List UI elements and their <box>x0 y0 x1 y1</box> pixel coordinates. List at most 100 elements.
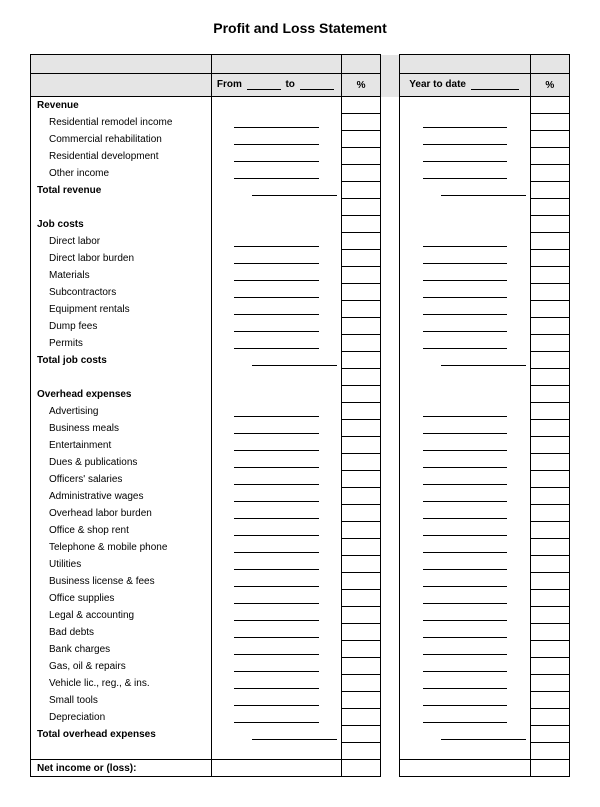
table-row: Business license & fees <box>31 573 570 590</box>
line-item-label: Materials <box>35 270 90 281</box>
table-row: Direct labor burden <box>31 250 570 267</box>
header-period2: Year to date <box>400 74 530 97</box>
amount-blank <box>234 117 319 128</box>
amount-blank <box>234 678 319 689</box>
amount-blank <box>423 151 508 162</box>
amount-blank <box>234 661 319 672</box>
amount-blank <box>423 236 508 247</box>
amount-blank <box>423 559 508 570</box>
amount-blank <box>234 440 319 451</box>
table-row: Advertising <box>31 403 570 420</box>
table-row: Small tools <box>31 692 570 709</box>
amount-blank <box>423 440 508 451</box>
total-blank <box>252 185 337 196</box>
line-item-label: Permits <box>35 338 83 349</box>
amount-blank <box>423 661 508 672</box>
amount-blank <box>234 168 319 179</box>
table-row: Residential development <box>31 148 570 165</box>
amount-blank <box>234 457 319 468</box>
amount-blank <box>234 236 319 247</box>
table-row <box>31 743 570 760</box>
amount-blank <box>423 508 508 519</box>
line-item-label: Telephone & mobile phone <box>35 542 167 553</box>
amount-blank <box>423 593 508 604</box>
amount-blank <box>423 525 508 536</box>
line-item-label: Residential remodel income <box>35 117 172 128</box>
line-item-label: Office supplies <box>35 593 114 604</box>
table-row: Net income or (loss): <box>31 760 570 777</box>
line-item-label: Direct labor <box>35 236 100 247</box>
table-row: Office & shop rent <box>31 522 570 539</box>
page-title: Profit and Loss Statement <box>30 20 570 36</box>
amount-blank <box>234 474 319 485</box>
line-item-label: Officers' salaries <box>35 474 122 485</box>
table-row: Overhead expenses <box>31 386 570 403</box>
amount-blank <box>423 491 508 502</box>
line-item-label: Entertainment <box>35 440 111 451</box>
amount-blank <box>234 423 319 434</box>
header-blank-row <box>31 55 570 74</box>
total-blank <box>441 729 526 740</box>
table-row <box>31 199 570 216</box>
line-item-label: Legal & accounting <box>35 610 134 621</box>
line-item-label: Residential development <box>35 151 159 162</box>
table-row: Entertainment <box>31 437 570 454</box>
table-row: Total revenue <box>31 182 570 199</box>
line-item-label: Dump fees <box>35 321 97 332</box>
amount-blank <box>423 253 508 264</box>
table-row: Depreciation <box>31 709 570 726</box>
amount-blank <box>234 644 319 655</box>
amount-blank <box>423 678 508 689</box>
table-row <box>31 369 570 386</box>
table-row: Other income <box>31 165 570 182</box>
header-pct2: % <box>530 74 569 97</box>
section-header: Overhead expenses <box>35 389 132 400</box>
table-row: Utilities <box>31 556 570 573</box>
amount-blank <box>423 627 508 638</box>
amount-blank <box>423 610 508 621</box>
line-item-label: Direct labor burden <box>35 253 134 264</box>
amount-blank <box>234 559 319 570</box>
amount-blank <box>234 508 319 519</box>
table-row: Bank charges <box>31 641 570 658</box>
amount-blank <box>234 406 319 417</box>
ytd-label: Year to date <box>409 80 466 91</box>
header-period1: From to <box>211 74 341 97</box>
table-row: Commercial rehabilitation <box>31 131 570 148</box>
table-row: Total job costs <box>31 352 570 369</box>
total-blank <box>441 185 526 196</box>
line-item-label: Commercial rehabilitation <box>35 134 162 145</box>
table-row: Dues & publications <box>31 454 570 471</box>
table-row: Direct labor <box>31 233 570 250</box>
line-item-label: Gas, oil & repairs <box>35 661 126 672</box>
amount-blank <box>423 712 508 723</box>
total-label: Total job costs <box>35 355 107 366</box>
line-item-label: Subcontractors <box>35 287 116 298</box>
table-row: Gas, oil & repairs <box>31 658 570 675</box>
amount-blank <box>423 287 508 298</box>
table-row: Dump fees <box>31 318 570 335</box>
table-row: Vehicle lic., reg., & ins. <box>31 675 570 692</box>
table-row: Telephone & mobile phone <box>31 539 570 556</box>
line-item-label: Other income <box>35 168 109 179</box>
line-item-label: Overhead labor burden <box>35 508 152 519</box>
total-label: Total overhead expenses <box>35 729 156 740</box>
amount-blank <box>234 287 319 298</box>
amount-blank <box>234 542 319 553</box>
pl-table: From to % Year to date % RevenueResident… <box>30 54 570 777</box>
line-item-label <box>35 372 49 383</box>
amount-blank <box>423 338 508 349</box>
table-row: Revenue <box>31 97 570 114</box>
amount-blank <box>423 406 508 417</box>
section-header: Revenue <box>35 100 79 111</box>
table-row: Administrative wages <box>31 488 570 505</box>
amount-blank <box>234 491 319 502</box>
table-row: Subcontractors <box>31 284 570 301</box>
table-row: Office supplies <box>31 590 570 607</box>
amount-blank <box>234 134 319 145</box>
amount-blank <box>423 270 508 281</box>
table-row: Permits <box>31 335 570 352</box>
line-item-label <box>35 745 49 756</box>
total-label: Total revenue <box>35 185 101 196</box>
line-item-label: Small tools <box>35 695 98 706</box>
